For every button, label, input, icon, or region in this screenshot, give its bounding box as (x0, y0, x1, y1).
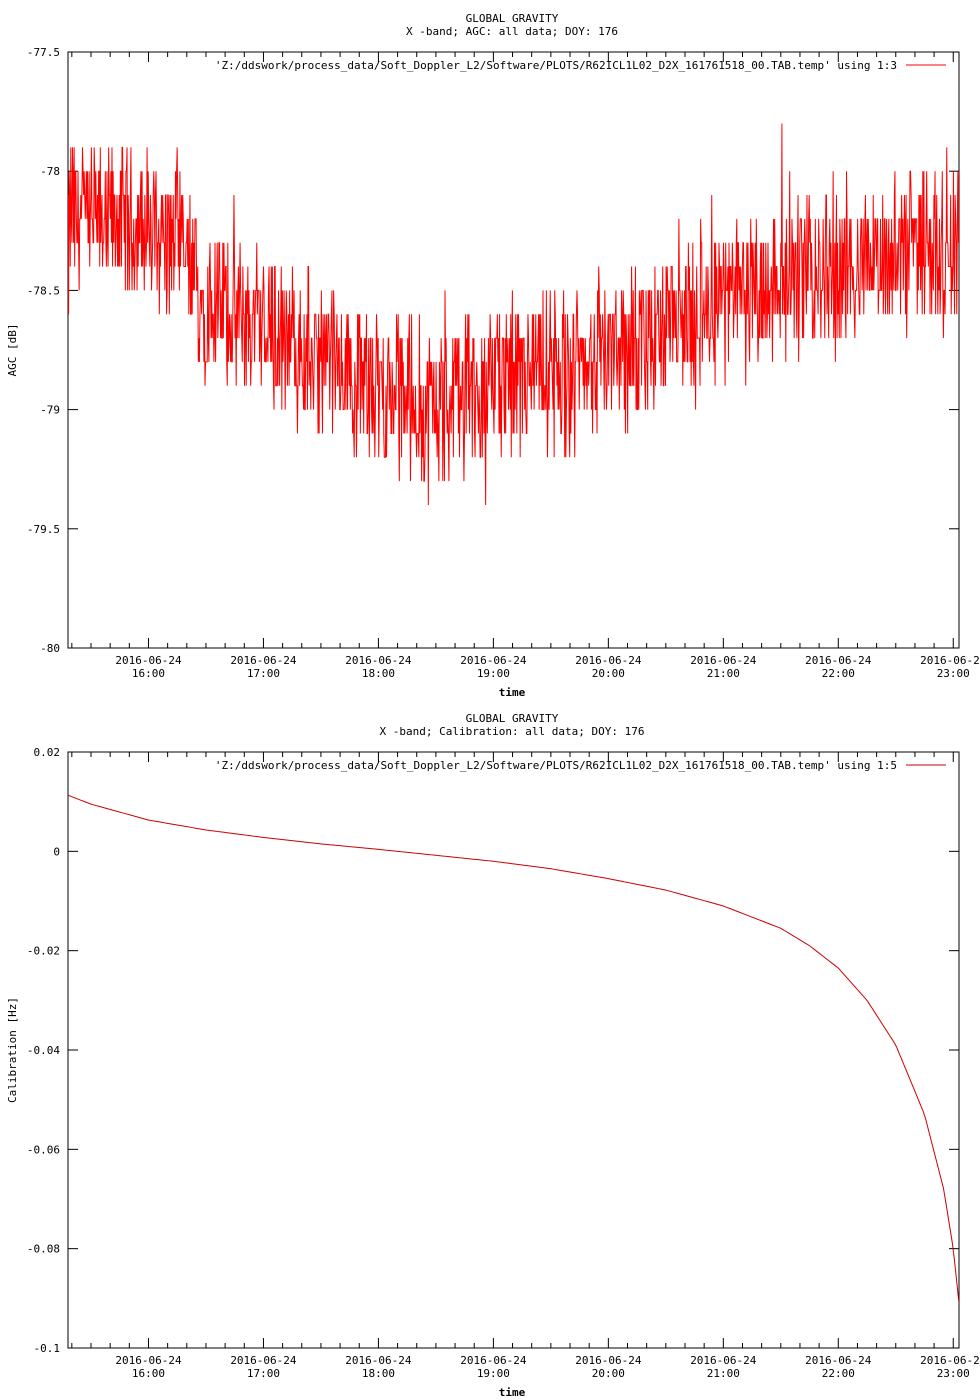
y-tick-label: -0.1 (34, 1342, 61, 1355)
x-tick-label-date: 2016-06-24 (805, 1354, 872, 1367)
legend-label: 'Z:/ddswork/process_data/Soft_Doppler_L2… (215, 59, 897, 72)
x-axis-label: time (499, 1386, 526, 1399)
legend-label: 'Z:/ddswork/process_data/Soft_Doppler_L2… (215, 759, 897, 772)
y-tick-label: -0.02 (27, 945, 60, 958)
x-tick-label-date: 2016-06-24 (115, 654, 182, 667)
x-tick-label-date: 2016-06-24 (690, 1354, 757, 1367)
x-tick-label-time: 21:00 (707, 1367, 740, 1380)
x-tick-label-time: 23:00 (937, 667, 970, 680)
x-tick-label-time: 16:00 (132, 1367, 165, 1380)
x-tick-label-date: 2016-06-24 (690, 654, 757, 667)
x-tick-label-time: 22:00 (822, 667, 855, 680)
x-tick-label-time: 19:00 (477, 667, 510, 680)
x-tick-label-time: 19:00 (477, 1367, 510, 1380)
chart-subtitle: X -band; AGC: all data; DOY: 176 (406, 25, 618, 38)
x-tick-label-date: 2016-06-24 (230, 1354, 297, 1367)
x-tick-label-date: 2016-06-24 (345, 1354, 412, 1367)
x-tick-label-time: 17:00 (247, 1367, 280, 1380)
y-tick-label: -0.08 (27, 1243, 60, 1256)
agc-series-line (68, 123, 959, 505)
x-tick-label-time: 17:00 (247, 667, 280, 680)
calibration-series-line (68, 794, 959, 1304)
x-tick-label-time: 16:00 (132, 667, 165, 680)
x-tick-label-date: 2016-06-24 (575, 1354, 642, 1367)
y-axis-label: Calibration [Hz] (6, 997, 19, 1103)
x-tick-label-date: 2016-06-24 (575, 654, 642, 667)
y-axis-label: AGC [dB] (6, 324, 19, 377)
x-tick-label-date: 2016-06-24 (920, 654, 980, 667)
y-tick-label: -78.5 (27, 284, 60, 297)
x-tick-label-date: 2016-06-24 (920, 1354, 980, 1367)
x-tick-label-time: 18:00 (362, 667, 395, 680)
x-tick-label-date: 2016-06-24 (345, 654, 412, 667)
y-tick-label: -79.5 (27, 523, 60, 536)
chart-subtitle: X -band; Calibration: all data; DOY: 176 (380, 725, 645, 738)
y-tick-label: 0.02 (34, 746, 61, 759)
plot-frame (67, 751, 960, 1349)
y-tick-label: -80 (40, 642, 60, 655)
x-tick-label-time: 18:00 (362, 1367, 395, 1380)
x-tick-label-date: 2016-06-24 (115, 1354, 182, 1367)
x-tick-label-time: 20:00 (592, 667, 625, 680)
x-tick-label-time: 22:00 (822, 1367, 855, 1380)
x-tick-label-date: 2016-06-24 (230, 654, 297, 667)
y-tick-label: -0.04 (27, 1044, 60, 1057)
x-tick-label-time: 23:00 (937, 1367, 970, 1380)
y-tick-label: 0 (53, 845, 60, 858)
x-tick-label-time: 21:00 (707, 667, 740, 680)
plot-frame (67, 51, 960, 649)
x-axis-label: time (499, 686, 526, 699)
x-tick-label-date: 2016-06-24 (805, 654, 872, 667)
chart-title: GLOBAL GRAVITY (466, 712, 559, 725)
y-tick-label: -77.5 (27, 46, 60, 59)
y-tick-label: -79 (40, 404, 60, 417)
chart-title: GLOBAL GRAVITY (466, 12, 559, 25)
x-tick-label-date: 2016-06-24 (460, 1354, 527, 1367)
x-tick-label-date: 2016-06-24 (460, 654, 527, 667)
x-tick-label-time: 20:00 (592, 1367, 625, 1380)
y-tick-label: -0.06 (27, 1143, 60, 1156)
y-tick-label: -78 (40, 165, 60, 178)
